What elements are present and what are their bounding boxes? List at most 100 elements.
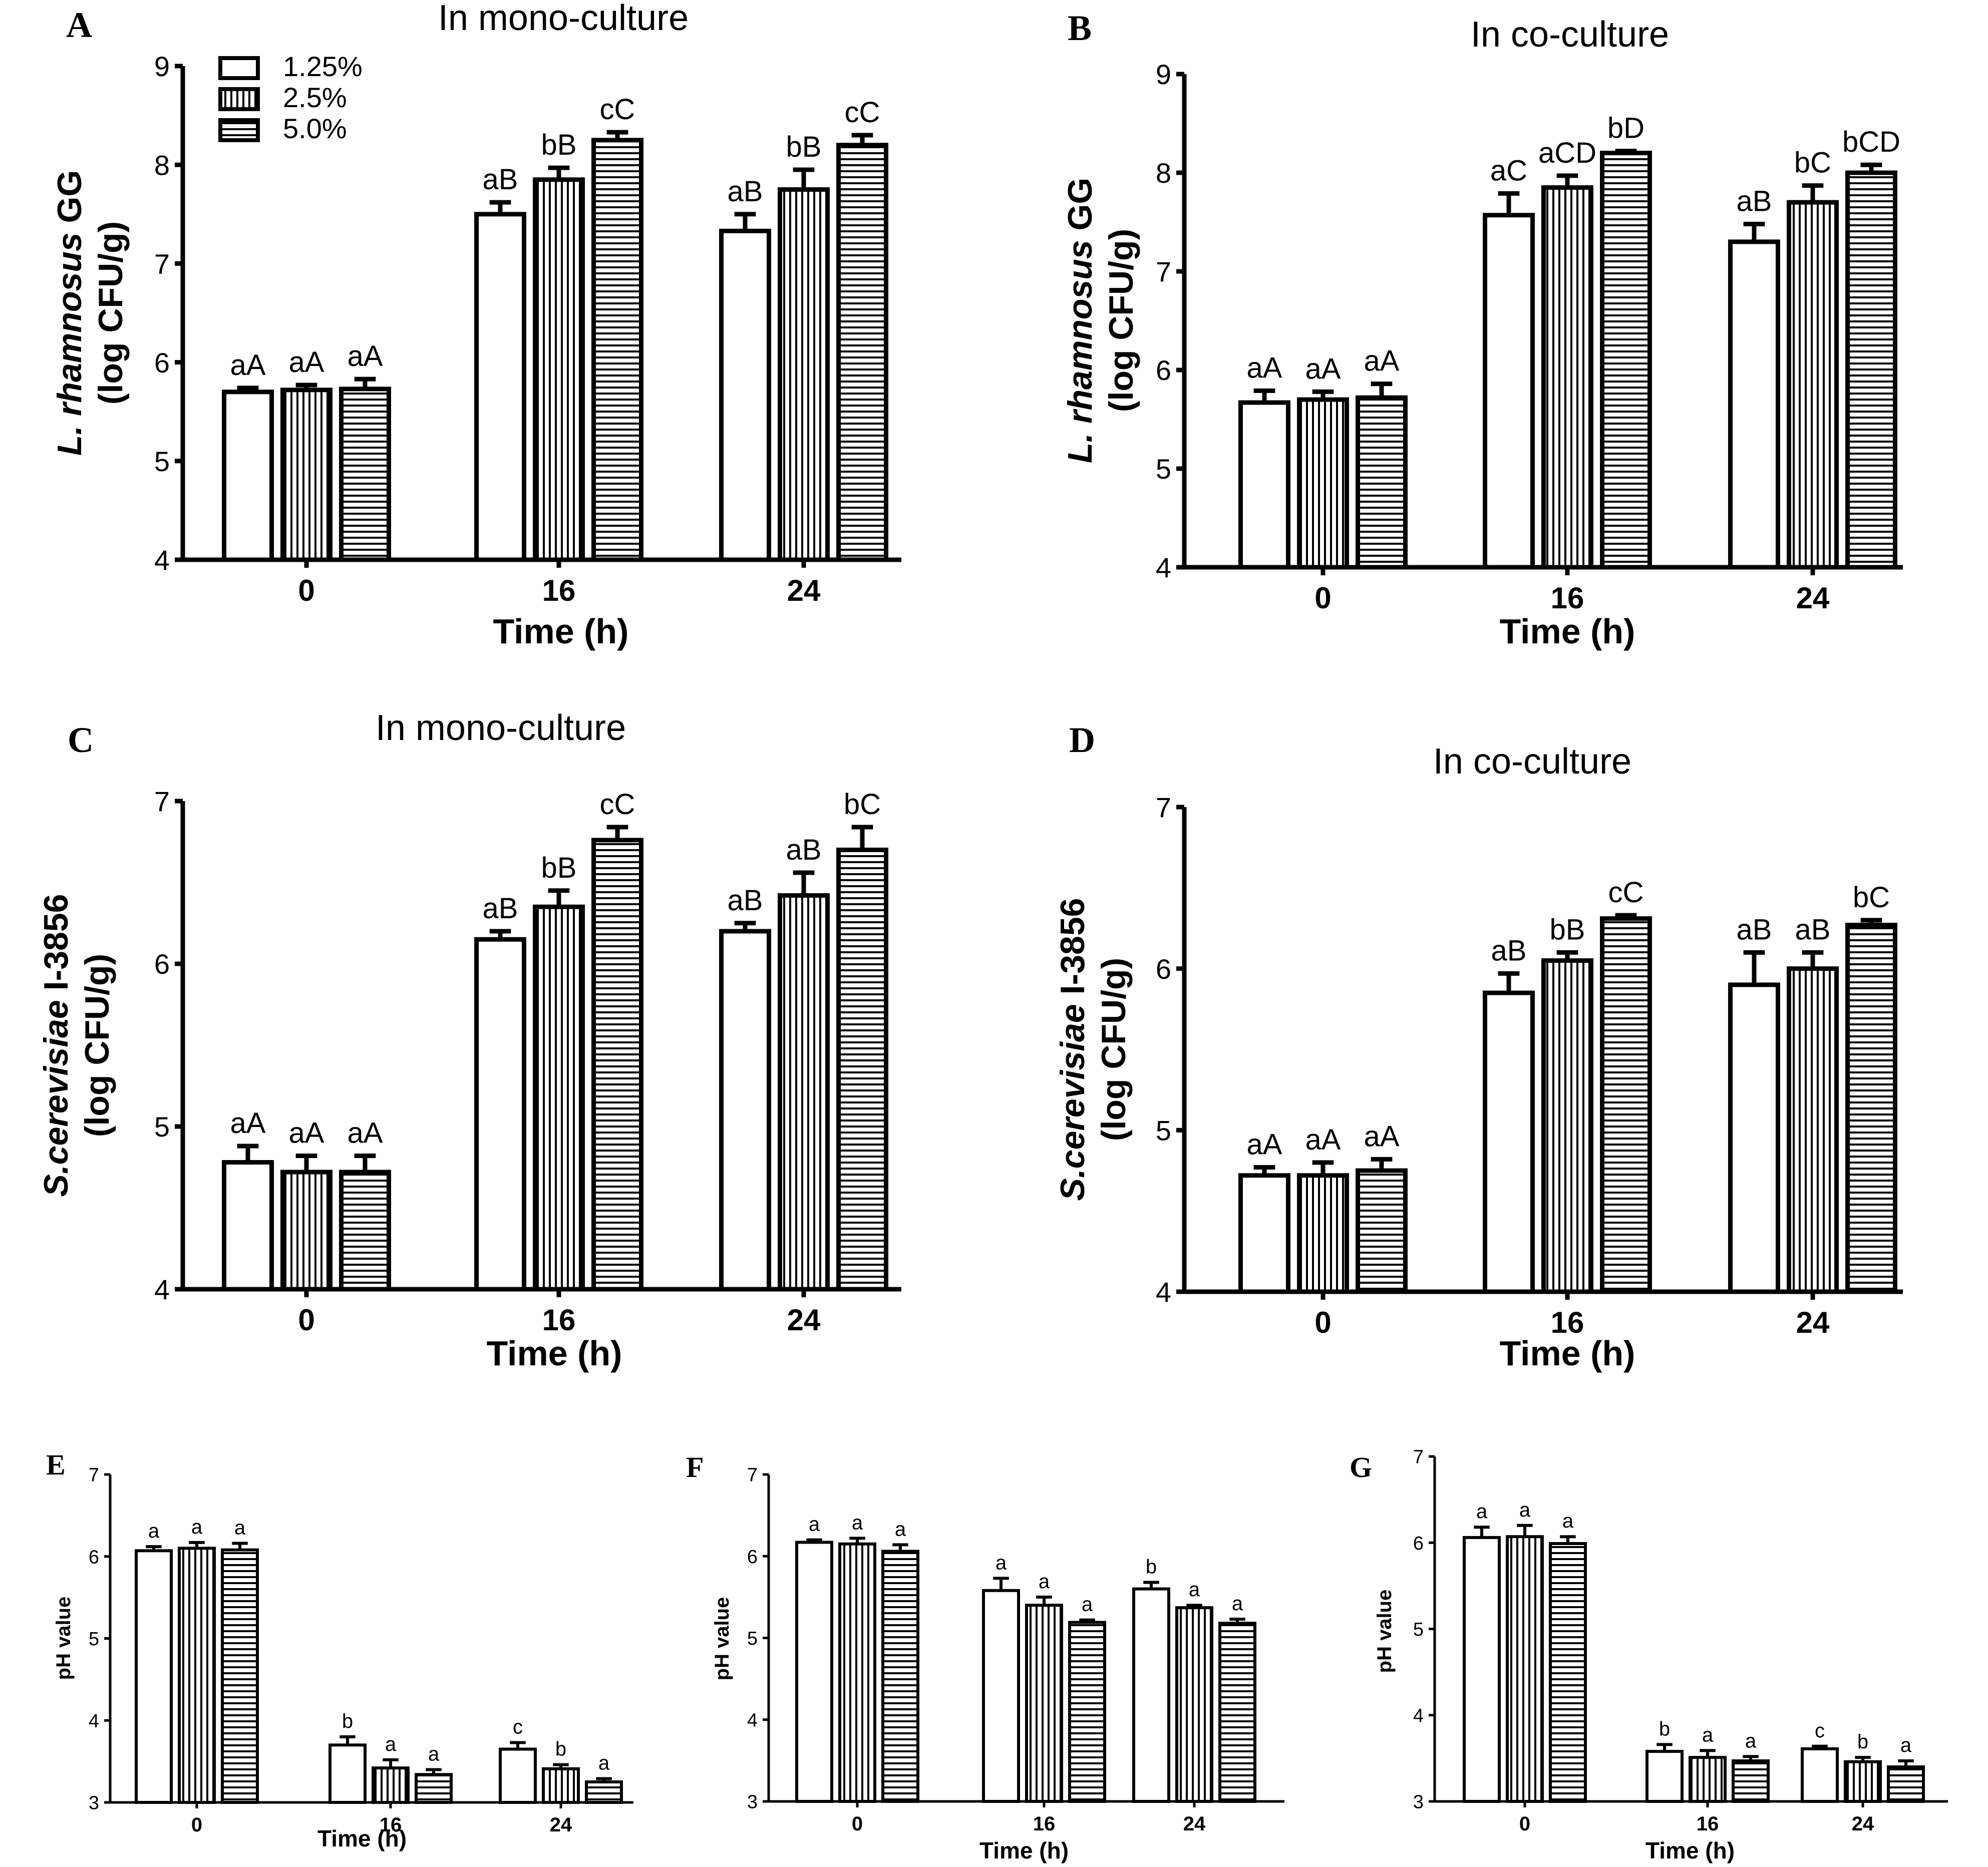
x-axis-label: Time (h)	[1500, 612, 1635, 651]
bar	[982, 1589, 1020, 1803]
bar	[1844, 1760, 1882, 1803]
y-axis-units: (log CFU/g)	[1102, 229, 1140, 412]
bar	[542, 1767, 580, 1804]
x-tick-label: 0	[298, 574, 314, 607]
x-tick-label: 24	[1183, 1813, 1206, 1835]
y-axis-label-species: L. rhamnosus	[51, 232, 89, 456]
y-axis-label: pH value	[1374, 1590, 1396, 1673]
bar	[719, 929, 771, 1292]
panel-letter: G	[1350, 1451, 1372, 1483]
x-tick-label: 16	[542, 574, 576, 607]
bar	[1845, 170, 1897, 570]
panel-g: G 3 4 5 6 7 pH value Time (h) 0 a a a 16 b a a 24 c b a	[1350, 1447, 1948, 1863]
bar	[1356, 1168, 1408, 1294]
significance-label: a	[148, 1520, 160, 1542]
significance-label: aB	[483, 892, 518, 925]
y-tick-label: 4	[154, 544, 170, 576]
bar	[591, 138, 643, 562]
y-tick-label: 5	[154, 446, 170, 477]
bar	[1845, 923, 1897, 1294]
panel-c: C In mono-culture 4 5 6 7 S.cerevisiae I-3856(…	[37, 708, 901, 1373]
significance-label: c	[1815, 1720, 1825, 1742]
panel-title: In co-culture	[1433, 741, 1631, 782]
legend-label: 1.25%	[283, 51, 363, 82]
significance-label: a	[385, 1733, 397, 1755]
y-tick-label: 9	[1156, 59, 1171, 90]
significance-label: aB	[1795, 913, 1831, 946]
bar	[178, 1547, 216, 1804]
x-axis-label: Time (h)	[1500, 1334, 1635, 1373]
significance-label: bC	[1853, 881, 1890, 914]
significance-label: aC	[1490, 154, 1527, 187]
x-axis-label: Time (h)	[493, 612, 629, 651]
bar	[533, 904, 585, 1292]
y-axis-label: L. rhamnosus GG	[51, 170, 89, 456]
bar	[221, 1548, 259, 1804]
panel-letter: C	[68, 720, 94, 760]
y-axis-label: S.cerevisiae I-3856	[37, 894, 75, 1197]
bar	[1297, 1173, 1349, 1294]
significance-label: aA	[230, 1107, 266, 1140]
x-tick-label: 0	[1519, 1813, 1530, 1835]
significance-label: bB	[541, 129, 577, 161]
y-tick-label: 5	[154, 1111, 170, 1143]
significance-label: aB	[728, 175, 763, 208]
panel-title: In mono-culture	[438, 0, 689, 38]
y-tick-label: 6	[1413, 1533, 1424, 1554]
significance-label: cC	[600, 788, 635, 821]
bar	[339, 1170, 391, 1292]
significance-label: aB	[728, 884, 763, 917]
significance-label: cC	[845, 96, 880, 129]
x-axis-label: Time (h)	[487, 1334, 622, 1373]
significance-label: b	[342, 1710, 353, 1732]
bar	[1787, 966, 1839, 1294]
x-tick-label: 16	[1551, 581, 1584, 615]
significance-label: aA	[1305, 1124, 1341, 1156]
bar	[1728, 982, 1780, 1294]
significance-label: a	[1519, 1499, 1531, 1521]
x-tick-label: 0	[1314, 581, 1331, 615]
bar	[222, 1160, 274, 1292]
significance-label: bD	[1607, 112, 1644, 145]
legend-swatch	[218, 56, 260, 80]
y-tick-label: 4	[1156, 1276, 1171, 1308]
y-tick-label: 6	[747, 1547, 758, 1568]
significance-label: bB	[541, 852, 577, 884]
y-axis-label-species: S.cerevisiae	[37, 1000, 75, 1197]
y-tick-label: 3	[1413, 1792, 1424, 1813]
bar	[1787, 200, 1839, 570]
significance-label: b	[1659, 1718, 1670, 1740]
x-tick-label: 16	[380, 1814, 402, 1836]
significance-label: a	[809, 1514, 820, 1536]
significance-label: cC	[600, 93, 635, 126]
bar	[1801, 1747, 1839, 1803]
significance-label: cC	[1608, 876, 1644, 909]
x-axis-label: Time (h)	[317, 1825, 407, 1851]
y-axis-units: (log CFU/g)	[92, 221, 130, 405]
y-axis-label: S.cerevisiae I-3856	[1054, 898, 1092, 1201]
y-tick-label: 4	[154, 1274, 170, 1305]
bar	[1132, 1587, 1170, 1803]
y-tick-label: 6	[89, 1547, 99, 1568]
significance-label: aB	[1737, 913, 1772, 946]
y-tick-label: 7	[154, 248, 170, 280]
bar	[280, 1170, 333, 1292]
significance-label: c	[513, 1716, 523, 1738]
bar	[1887, 1765, 1925, 1803]
bar	[328, 1743, 367, 1804]
y-tick-label: 5	[89, 1629, 99, 1650]
bar	[1238, 1173, 1290, 1294]
significance-label: aA	[348, 340, 383, 372]
bar	[1175, 1606, 1213, 1803]
significance-label: aA	[348, 1117, 383, 1150]
y-axis-units: (log CFU/g)	[78, 954, 116, 1137]
x-tick-label: 16	[1033, 1813, 1056, 1835]
significance-label: aCD	[1538, 137, 1596, 169]
x-tick-label: 24	[787, 1303, 821, 1337]
y-tick-label: 4	[747, 1710, 758, 1731]
significance-label: bC	[844, 788, 881, 821]
significance-label: a	[1900, 1734, 1912, 1756]
y-tick-label: 8	[1156, 157, 1171, 189]
significance-label: a	[428, 1743, 440, 1765]
bar	[1238, 400, 1290, 570]
